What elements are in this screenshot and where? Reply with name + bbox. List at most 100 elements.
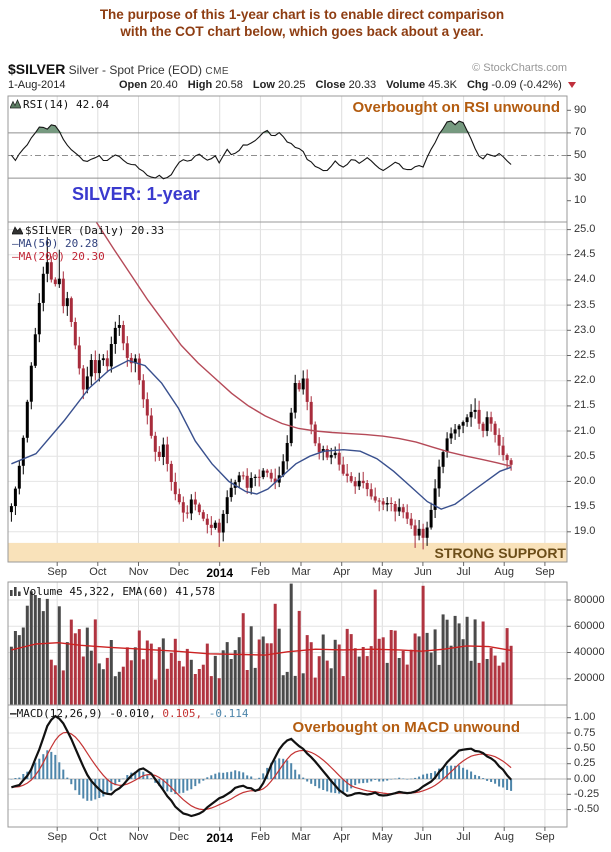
change-down-icon bbox=[567, 82, 576, 88]
macd-legend: —MACD(12,26,9) -0.010, 0.105, -0.114 bbox=[10, 707, 248, 720]
y-axis-label: 22.0 bbox=[574, 374, 596, 387]
close-value: 20.33 bbox=[348, 79, 377, 91]
y-axis-label: 80000 bbox=[574, 593, 605, 606]
y-axis-label: 70 bbox=[574, 126, 587, 139]
exchange-label: CME bbox=[205, 66, 230, 77]
price-indicator-icon bbox=[11, 225, 24, 238]
rsi-legend: RSI(14) 42.04 bbox=[9, 98, 110, 112]
caption-line-2: with the COT chart below, which goes bac… bbox=[120, 24, 484, 40]
y-axis-label: 60000 bbox=[574, 619, 605, 632]
x-axis-month-label: Oct bbox=[89, 831, 107, 843]
x-axis-month-label: Jun bbox=[414, 566, 432, 578]
low-value: 20.25 bbox=[277, 79, 306, 91]
ma50-legend: —MA(50) 20.28 bbox=[12, 237, 98, 250]
copyright-note: © StockCharts.com bbox=[472, 62, 567, 74]
x-axis-month-label: May bbox=[371, 566, 393, 578]
x-axis-month-label: Jun bbox=[414, 831, 432, 843]
ma200-legend-text: MA(200) 20.30 bbox=[18, 250, 105, 263]
x-axis-month-label: Jul bbox=[456, 566, 471, 578]
y-axis-label: 19.5 bbox=[574, 500, 596, 513]
y-axis-label: 0.75 bbox=[574, 726, 596, 739]
volume-label: Volume bbox=[386, 79, 426, 91]
ticker-symbol: $SILVER bbox=[8, 61, 66, 77]
y-axis-label: -0.50 bbox=[574, 803, 600, 816]
x-axis-month-label: Mar bbox=[291, 566, 311, 578]
y-axis-label: 90 bbox=[574, 103, 587, 116]
x-axis-month-label: Sep bbox=[535, 831, 555, 843]
y-axis-label: 30 bbox=[574, 171, 587, 184]
x-axis-month-label: Mar bbox=[291, 831, 311, 843]
y-axis-label: 50 bbox=[574, 149, 587, 161]
macd-annotation: Overbought on MACD unwound bbox=[292, 719, 520, 736]
rsi-indicator-icon bbox=[9, 99, 22, 112]
price-legend: $SILVER (Daily) 20.33 bbox=[11, 224, 164, 238]
y-axis-label: 10 bbox=[574, 194, 587, 207]
chg-label: Chg bbox=[466, 79, 489, 91]
volume-value: 45.3K bbox=[428, 79, 457, 91]
y-axis-label: 21.0 bbox=[574, 424, 596, 437]
x-axis-month-label: Aug bbox=[494, 566, 515, 578]
figure-caption: The purpose of this 1-year chart is to e… bbox=[0, 6, 604, 41]
close-label: Close bbox=[315, 79, 346, 91]
x-axis-month-label: Feb bbox=[250, 566, 270, 578]
rsi-annotation: Overbought on RSI unwound bbox=[352, 99, 560, 116]
chg-value: -0.09 (-0.42%) bbox=[491, 79, 562, 91]
y-axis-label: 24.0 bbox=[574, 273, 596, 286]
y-axis-label: 0.25 bbox=[574, 757, 596, 770]
y-axis-label: 23.5 bbox=[574, 298, 596, 311]
ma200-line-icon: — bbox=[12, 250, 19, 263]
y-axis-label: 19.0 bbox=[574, 525, 596, 538]
x-axis-month-label: Dec bbox=[169, 566, 189, 578]
quote-date: 1-Aug-2014 bbox=[8, 79, 66, 91]
x-axis-month-label: 2014 bbox=[206, 566, 234, 580]
x-axis-month-label: Apr bbox=[333, 831, 351, 843]
chart-title-label: SILVER: 1-year bbox=[72, 184, 200, 204]
y-axis-label: 21.5 bbox=[574, 399, 596, 412]
y-axis-label: -0.25 bbox=[574, 787, 600, 800]
support-annotation: STRONG SUPPORT bbox=[434, 545, 566, 561]
y-axis-label: 40000 bbox=[574, 646, 605, 658]
x-axis-month-label: Apr bbox=[333, 566, 351, 578]
y-axis-label: 20000 bbox=[574, 672, 605, 685]
x-axis-month-label: Sep bbox=[535, 566, 555, 578]
quote-row: Open 20.40 High 20.58 Low 20.25 Close 20… bbox=[112, 79, 576, 91]
high-value: 20.58 bbox=[215, 79, 243, 91]
y-axis-label: 25.0 bbox=[574, 223, 596, 236]
x-axis-month-label: Oct bbox=[89, 566, 107, 578]
y-axis-label: 0.00 bbox=[574, 772, 596, 785]
ma50-line-icon: — bbox=[12, 237, 19, 250]
x-axis-month-label: Nov bbox=[128, 831, 149, 843]
open-value: 20.40 bbox=[150, 79, 178, 91]
macd-hist-value: -0.114 bbox=[208, 707, 249, 720]
macd-signal-value: 0.105, bbox=[162, 707, 203, 720]
y-axis-label: 22.5 bbox=[574, 348, 596, 361]
rsi-legend-text: RSI(14) 42.04 bbox=[23, 98, 110, 111]
volume-indicator-icon bbox=[10, 586, 21, 599]
y-axis-label: 20.0 bbox=[574, 474, 596, 487]
x-axis-month-label: Nov bbox=[128, 566, 149, 578]
x-axis-month-label: May bbox=[371, 831, 393, 843]
x-axis-month-label: Jul bbox=[456, 831, 471, 843]
volume-legend-text: Volume 45,322, EMA(60) 41,578 bbox=[23, 585, 216, 598]
y-axis-label: 23.0 bbox=[574, 323, 596, 336]
ticker-description: Silver - Spot Price (EOD) bbox=[68, 63, 203, 77]
macd-line-icon: — bbox=[10, 707, 17, 720]
low-label: Low bbox=[252, 79, 275, 91]
open-label: Open bbox=[119, 79, 148, 91]
volume-legend: Volume 45,322, EMA(60) 41,578 bbox=[10, 585, 215, 599]
ma50-legend-text: MA(50) 20.28 bbox=[18, 237, 99, 250]
x-axis-month-label: Aug bbox=[494, 831, 515, 843]
macd-legend-label: MACD(12,26,9) bbox=[16, 707, 103, 720]
chart-header: $SILVER Silver - Spot Price (EOD) CME bbox=[8, 61, 229, 77]
x-axis-month-label: Sep bbox=[47, 566, 67, 578]
x-axis-month-label: Feb bbox=[250, 831, 270, 843]
y-axis-label: 20.5 bbox=[574, 449, 596, 462]
y-axis-label: 24.5 bbox=[574, 248, 596, 261]
x-axis-month-label: 2014 bbox=[206, 831, 234, 845]
caption-line-1: The purpose of this 1-year chart is to e… bbox=[99, 7, 505, 22]
ma200-legend: —MA(200) 20.30 bbox=[12, 250, 105, 263]
x-axis-month-label: Sep bbox=[47, 831, 67, 843]
x-axis-month-label: Dec bbox=[169, 831, 189, 843]
